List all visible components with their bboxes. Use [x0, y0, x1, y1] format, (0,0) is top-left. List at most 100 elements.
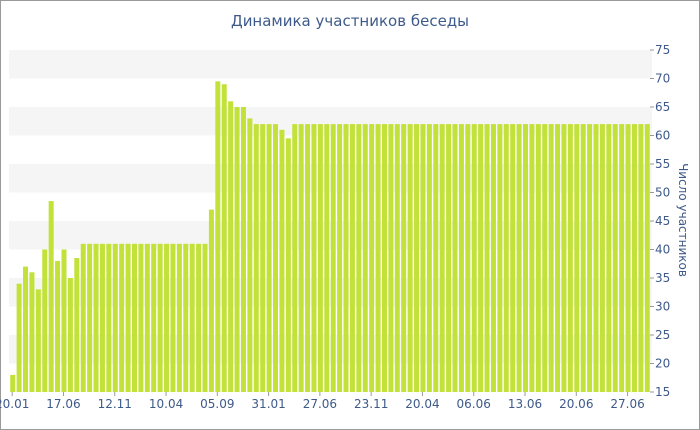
bar — [388, 124, 394, 392]
bar — [260, 124, 266, 392]
bar — [253, 124, 259, 392]
bar — [356, 124, 362, 392]
bar — [465, 124, 471, 392]
bar — [176, 243, 182, 392]
bar — [112, 243, 118, 392]
bar — [119, 243, 125, 392]
bar — [55, 260, 61, 392]
y-axis-label: Число участников — [676, 163, 690, 277]
chart-title: Динамика участников беседы — [230, 12, 470, 30]
bar — [478, 124, 484, 392]
x-tick-label: 10.04 — [149, 397, 183, 411]
bar — [561, 124, 567, 392]
bar — [574, 124, 580, 392]
bar — [401, 124, 407, 392]
bar — [631, 124, 637, 392]
bar — [285, 138, 291, 392]
bar — [606, 124, 612, 392]
bar — [362, 124, 368, 392]
bar — [516, 124, 522, 392]
bar — [125, 243, 131, 392]
y-tick-label: 55 — [655, 157, 670, 171]
bar — [151, 243, 157, 392]
bar — [625, 124, 631, 392]
bar — [548, 124, 554, 392]
y-tick-label: 25 — [655, 328, 670, 342]
y-tick-label: 65 — [655, 100, 670, 114]
bar — [567, 124, 573, 392]
bar — [638, 124, 644, 392]
bar — [228, 101, 234, 393]
bar — [452, 124, 458, 392]
y-tick-label: 45 — [655, 214, 670, 228]
bar — [471, 124, 477, 392]
bar — [48, 201, 54, 392]
bar — [189, 243, 195, 392]
bar — [311, 124, 317, 392]
bar — [202, 243, 208, 392]
y-tick-label: 70 — [655, 72, 670, 86]
bar — [407, 124, 413, 392]
bar — [337, 124, 343, 392]
bar — [587, 124, 593, 392]
bar — [221, 84, 227, 392]
x-tick-label: 20.01 — [0, 397, 29, 411]
x-axis-ticks: 20.01 17.06 12.11 10.04 05.09 31.01 27.06 23.11… — [0, 392, 645, 411]
bar — [619, 124, 625, 392]
bar — [523, 124, 529, 392]
y-axis-ticks: 15 20 25 30 35 40 45 50 55 60 65 70 75 — [650, 43, 670, 399]
x-tick-label: 06.06 — [457, 397, 491, 411]
y-tick-label: 15 — [655, 385, 670, 399]
bar — [215, 81, 221, 392]
bar — [131, 243, 137, 392]
bar — [23, 266, 29, 392]
bar — [343, 124, 349, 392]
bar — [196, 243, 202, 392]
bar — [542, 124, 548, 392]
bar — [99, 243, 105, 392]
bar — [93, 243, 99, 392]
bar — [535, 124, 541, 392]
bar — [42, 249, 48, 392]
bar — [317, 124, 323, 392]
y-tick-label: 20 — [655, 357, 670, 371]
bar — [80, 243, 86, 392]
bar — [266, 124, 272, 392]
y-tick-label: 30 — [655, 300, 670, 314]
bar — [74, 258, 80, 392]
bar — [35, 289, 41, 392]
bar — [330, 124, 336, 392]
bar — [10, 374, 16, 392]
grid-band — [9, 50, 652, 79]
bar — [439, 124, 445, 392]
bar — [234, 107, 240, 392]
bar — [273, 124, 279, 392]
bar — [183, 243, 189, 392]
bar — [157, 243, 163, 392]
bar — [298, 124, 304, 392]
x-tick-label: 20.04 — [405, 397, 439, 411]
y-tick-label: 75 — [655, 43, 670, 57]
x-tick-label: 17.06 — [46, 397, 80, 411]
bar — [599, 124, 605, 392]
bar — [426, 124, 432, 392]
bar — [375, 124, 381, 392]
bar — [484, 124, 490, 392]
x-tick-label: 27.06 — [610, 397, 644, 411]
bar — [138, 243, 144, 392]
bar — [593, 124, 599, 392]
y-tick-label: 50 — [655, 186, 670, 200]
bars — [10, 81, 650, 393]
x-tick-label: 13.06 — [508, 397, 542, 411]
bar — [510, 124, 516, 392]
x-tick-label: 31.01 — [251, 397, 285, 411]
bar — [29, 272, 35, 392]
x-tick-label: 20.06 — [559, 397, 593, 411]
y-tick-label: 40 — [655, 243, 670, 257]
x-tick-label: 27.06 — [303, 397, 337, 411]
bar — [106, 243, 112, 392]
bar — [87, 243, 93, 392]
bar — [414, 124, 420, 392]
bar — [529, 124, 535, 392]
